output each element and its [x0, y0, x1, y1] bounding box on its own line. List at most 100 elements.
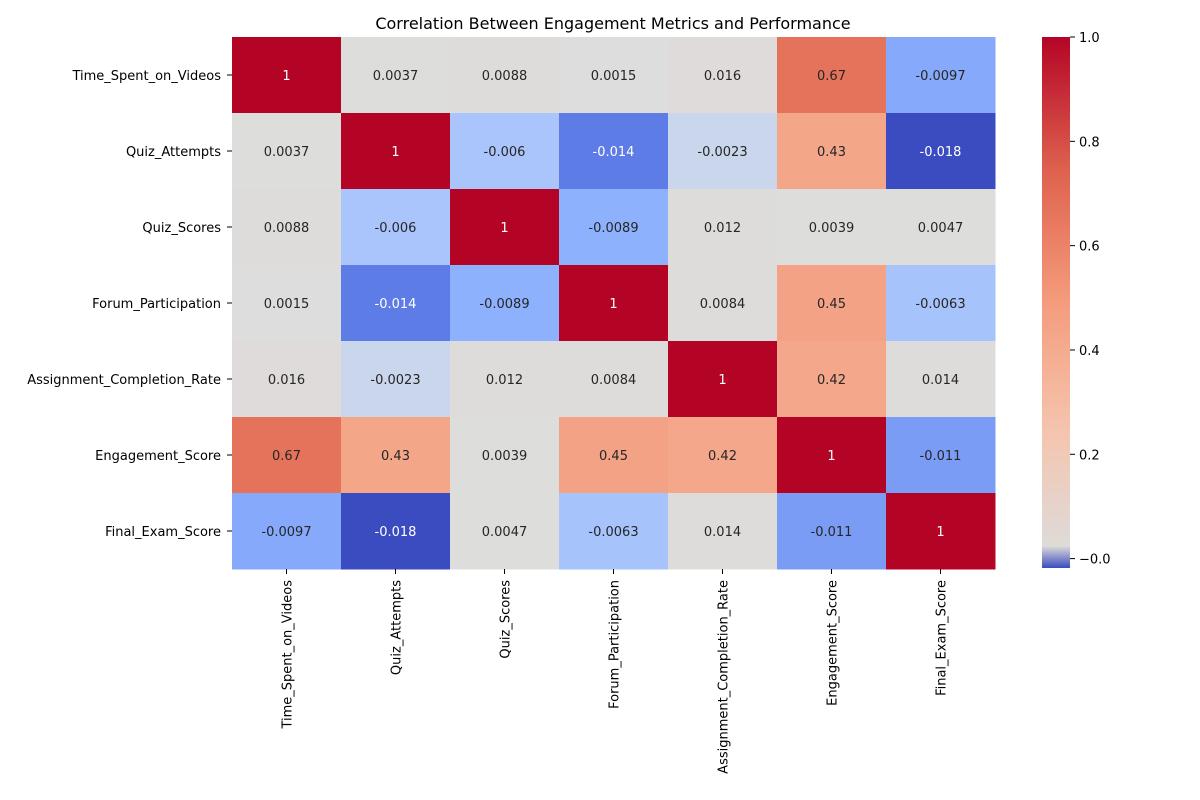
heatmap-cell: [559, 189, 669, 266]
cell-value-label: -0.0097: [915, 69, 965, 84]
column-label-time-spent-on-videos: Time_Spent_on_Videos: [281, 580, 296, 730]
cell-value-label: -0.0063: [588, 525, 638, 540]
heatmap-cell: [341, 37, 451, 114]
heatmap-cell: [886, 265, 996, 342]
column-axis: Time_Spent_on_Videos Quiz_Attempts Quiz_Sc…: [281, 569, 950, 774]
cell-value-label: -0.0023: [697, 145, 747, 160]
cell-value-label: -0.0097: [261, 525, 311, 540]
cell-value-label: 0.45: [817, 297, 846, 312]
cell-value-label: 0.67: [817, 69, 846, 84]
heatmap-cell: [341, 113, 451, 190]
heatmap-cell: [450, 265, 560, 342]
heatmap-cell-labels: 1 0.0037 0.0088 0.0015 0.016 0.67 -0.0097 0.003…: [261, 69, 965, 540]
heatmap-cell: [450, 113, 560, 190]
heatmap-cell: [559, 265, 669, 342]
heatmap-cell: [777, 189, 887, 266]
cell-value-label: 0.42: [817, 373, 846, 388]
cell-value-label: -0.0089: [588, 221, 638, 236]
heatmap-cell: [450, 37, 560, 114]
row-label-time-spent-on-videos: Time_Spent_on_Videos: [71, 69, 221, 84]
column-label-engagement-score: Engagement_Score: [826, 580, 841, 706]
heatmap-cell: [777, 113, 887, 190]
heatmap-cell: [668, 189, 778, 266]
chart-title: Correlation Between Engagement Metrics a…: [375, 14, 850, 33]
cell-value-label: 0.012: [704, 221, 741, 236]
heatmap-cell: [777, 417, 887, 494]
colorbar-tick-label: 0.8: [1079, 135, 1100, 150]
heatmap-cell: [559, 341, 669, 418]
cell-value-label: 1: [500, 221, 508, 236]
heatmap-cell: [668, 341, 778, 418]
cell-value-label: 0.014: [922, 373, 959, 388]
cell-value-label: -0.006: [484, 145, 526, 160]
cell-value-label: 0.016: [268, 373, 305, 388]
cell-value-label: 0.0084: [700, 297, 746, 312]
cell-value-label: 0.67: [272, 449, 301, 464]
heatmap-cell: [450, 189, 560, 266]
row-label-quiz-attempts: Quiz_Attempts: [126, 145, 221, 160]
cell-value-label: 0.0015: [591, 69, 637, 84]
heatmap-cell: [668, 417, 778, 494]
cell-value-label: 0.016: [704, 69, 741, 84]
heatmap-cell: [886, 417, 996, 494]
cell-value-label: -0.011: [920, 449, 962, 464]
heatmap-cell: [341, 341, 451, 418]
cell-value-label: 1: [282, 69, 290, 84]
heatmap-cell: [886, 189, 996, 266]
row-label-final-exam-score: Final_Exam_Score: [105, 525, 221, 540]
heatmap-cell: [777, 341, 887, 418]
heatmap-cell: [777, 37, 887, 114]
heatmap-cell: [886, 37, 996, 114]
cell-value-label: 1: [827, 449, 835, 464]
colorbar-tick-label: 0.4: [1079, 344, 1100, 359]
colorbar-tick-label: −0.0: [1079, 553, 1111, 568]
heatmap-cell: [341, 265, 451, 342]
heatmap-cell: [341, 417, 451, 494]
cell-value-label: 0.0047: [482, 525, 528, 540]
heatmap-cell: [232, 265, 342, 342]
cell-value-label: 1: [936, 525, 944, 540]
heatmap-cell: [450, 417, 560, 494]
heatmap-cell: [559, 37, 669, 114]
cell-value-label: 1: [391, 145, 399, 160]
heatmap-cell: [232, 493, 342, 570]
column-label-quiz-attempts: Quiz_Attempts: [390, 580, 405, 675]
heatmap-cell: [559, 113, 669, 190]
cell-value-label: 0.012: [486, 373, 523, 388]
colorbar-tick-label: 0.2: [1079, 448, 1100, 463]
cell-value-label: 0.43: [817, 145, 846, 160]
colorbar-gradient: [1042, 37, 1070, 568]
heatmap-cell: [777, 265, 887, 342]
heatmap-cell: [341, 189, 451, 266]
row-label-assignment-completion-rate: Assignment_Completion_Rate: [27, 373, 221, 388]
heatmap-cell: [232, 189, 342, 266]
cell-value-label: -0.006: [375, 221, 417, 236]
heatmap-cell: [668, 265, 778, 342]
cell-value-label: -0.014: [593, 145, 635, 160]
colorbar-tick-label: 1.0: [1079, 31, 1100, 46]
cell-value-label: 1: [609, 297, 617, 312]
row-label-engagement-score: Engagement_Score: [95, 449, 221, 464]
heatmap-cell: [232, 341, 342, 418]
heatmap-cell: [341, 493, 451, 570]
cell-value-label: 0.0088: [482, 69, 528, 84]
column-label-assignment-completion-rate: Assignment_Completion_Rate: [717, 580, 732, 774]
heatmap-cell: [450, 341, 560, 418]
heatmap-cell: [886, 113, 996, 190]
row-axis: Time_Spent_on_Videos Quiz_Attempts Quiz_Sc…: [27, 69, 232, 540]
heatmap-cell: [668, 37, 778, 114]
cell-value-label: -0.014: [375, 297, 417, 312]
heatmap-cell: [559, 417, 669, 494]
heatmap-cell: [668, 493, 778, 570]
cell-value-label: 0.0088: [264, 221, 310, 236]
cell-value-label: 0.42: [708, 449, 737, 464]
cell-value-label: -0.0089: [479, 297, 529, 312]
row-label-quiz-scores: Quiz_Scores: [142, 221, 221, 236]
heatmap-cell: [886, 341, 996, 418]
cell-value-label: 0.45: [599, 449, 628, 464]
heatmap-cell: [886, 493, 996, 570]
heatmap-cell: [450, 493, 560, 570]
row-label-forum-participation: Forum_Participation: [92, 297, 221, 312]
heatmap-cells: [232, 37, 996, 570]
